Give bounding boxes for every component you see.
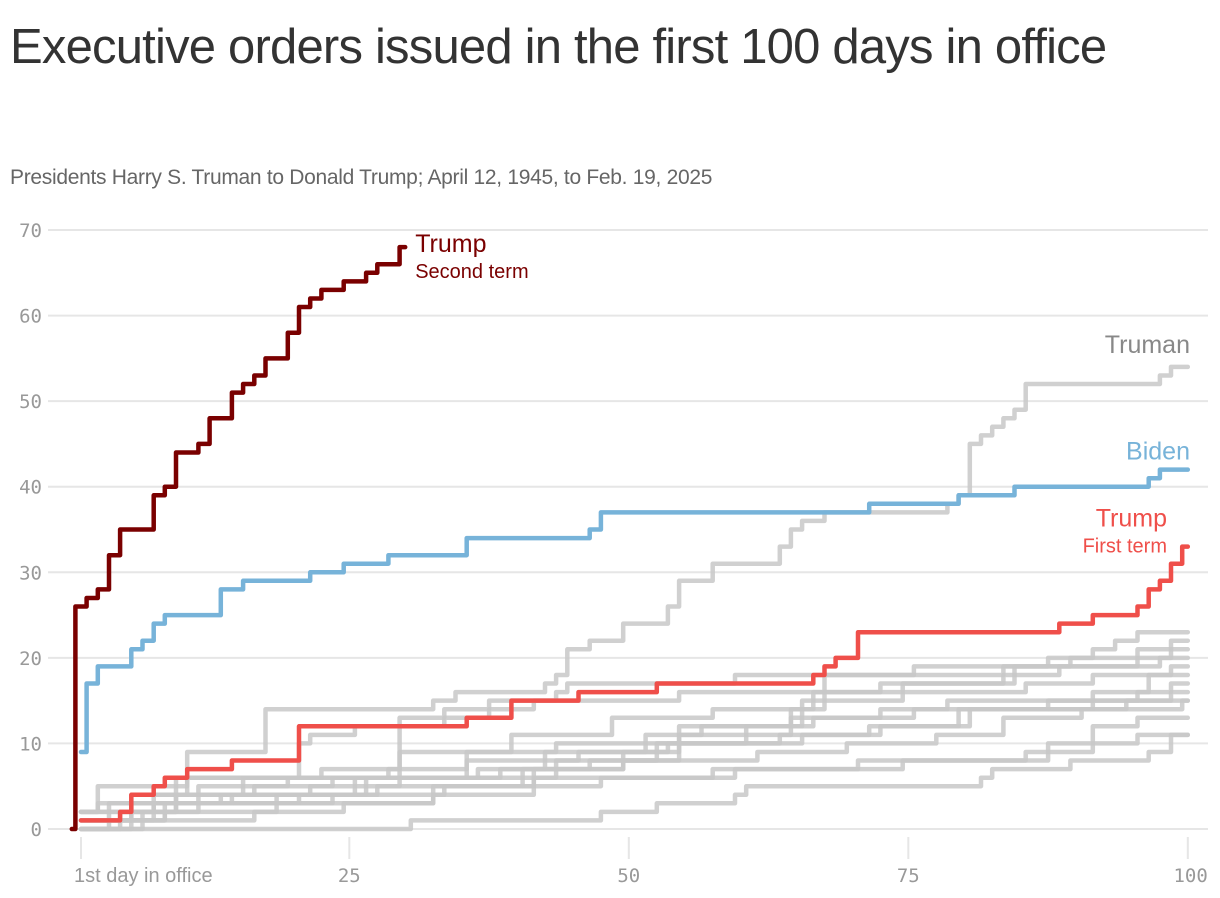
series-line-other-president-c	[78, 715, 1191, 823]
sublabel-trump-second-term: Second term	[415, 261, 528, 283]
x-tick-label: 100	[1173, 865, 1207, 887]
gridlines	[48, 229, 1208, 830]
series-line-other-president-i	[78, 664, 1191, 832]
y-tick-label: 70	[19, 220, 42, 242]
series-line-trump-second-term	[69, 244, 408, 832]
series-line-other-president-l	[78, 638, 1191, 832]
series-labels: Truman Trump First term Biden Trump Second te…	[415, 230, 1190, 557]
label-trump-second-term: Trump	[415, 230, 486, 258]
x-tick-label: 50	[617, 865, 640, 887]
y-tick-label: 40	[19, 477, 42, 499]
x-axis: 1st day in office 25 50 75 100	[74, 837, 1208, 887]
series-line-other-president-b	[78, 732, 1191, 832]
y-tick-label: 60	[19, 306, 42, 328]
series-line-truman	[78, 364, 1191, 815]
y-tick-label: 20	[19, 648, 42, 670]
y-tick-label: 30	[19, 562, 42, 584]
series-line-other-president-a	[78, 732, 1191, 832]
sublabel-trump-first-term: First term	[1083, 536, 1167, 558]
label-truman: Truman	[1105, 331, 1190, 359]
series-line-other-president-j	[78, 655, 1191, 815]
y-tick-label: 50	[19, 391, 42, 413]
series-line-other-president-g	[78, 681, 1191, 832]
chart-title: Executive orders issued in the first 100…	[10, 20, 1107, 74]
x-tick-label: 25	[338, 865, 361, 887]
y-tick-label: 0	[31, 819, 42, 841]
label-biden: Biden	[1126, 438, 1190, 466]
chart-subtitle: Presidents Harry S. Truman to Donald Tru…	[10, 166, 713, 189]
label-trump-first-term: Trump	[1096, 505, 1167, 533]
series-lines	[69, 244, 1191, 832]
series-line-biden	[78, 467, 1191, 755]
series-line-other-president-h	[78, 672, 1191, 823]
series-line-other-president-d	[78, 698, 1191, 823]
x-tick-label: 75	[897, 865, 920, 887]
series-line-trump-first-term	[78, 544, 1191, 823]
series-line-other-president-m	[78, 629, 1191, 815]
y-axis: 0 10 20 30 40 50 60 70	[19, 220, 42, 841]
x-tick-label: 1st day in office	[74, 865, 213, 887]
y-tick-label: 10	[19, 733, 42, 755]
